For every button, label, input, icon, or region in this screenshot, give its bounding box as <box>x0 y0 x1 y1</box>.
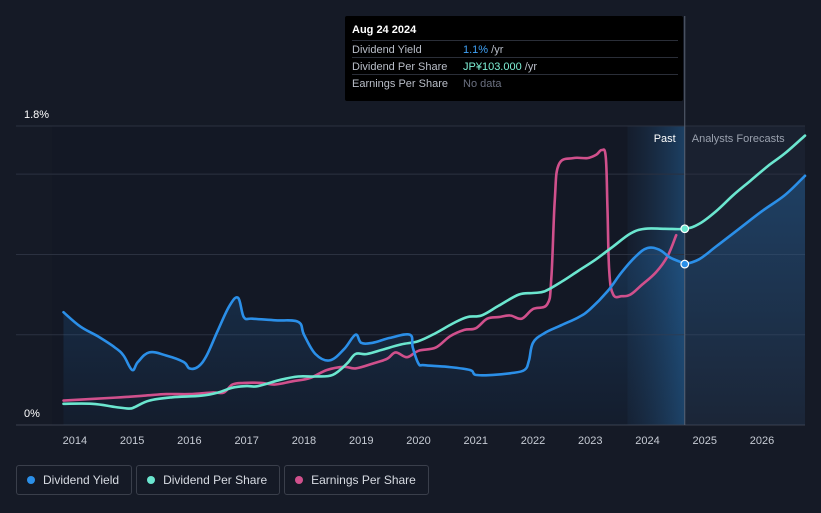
legend-label: Dividend Per Share <box>163 473 268 487</box>
series-area-dividend-yield <box>63 175 805 425</box>
series-line-dividend-per-share <box>62 134 807 410</box>
legend-dividend-per-share[interactable]: Dividend Per Share <box>136 465 281 495</box>
legend-dot-icon <box>147 476 156 484</box>
x-tick-label: 2022 <box>521 435 545 447</box>
y-tick-label: 0% <box>24 408 40 420</box>
x-tick-label: 2014 <box>63 435 87 447</box>
x-tick-label: 2026 <box>750 435 774 447</box>
legend-label: Dividend Yield <box>43 473 120 487</box>
tooltip-label: Dividend Yield <box>352 44 422 56</box>
tooltip-value: 1.1% /yr <box>463 44 504 56</box>
x-tick-label: 2019 <box>349 435 373 447</box>
forecast-label: Analysts Forecasts <box>692 133 785 145</box>
x-tick-label: 2024 <box>635 435 659 447</box>
tooltip-label: Dividend Per Share <box>352 61 448 73</box>
tooltip-row-dividend-per-share: Dividend Per Share JP¥103.000 /yr <box>352 57 678 75</box>
legend-label: Earnings Per Share <box>311 473 416 487</box>
series-line-earnings-per-share <box>62 148 678 402</box>
past-label: Past <box>654 133 676 145</box>
legend-dividend-yield[interactable]: Dividend Yield <box>16 465 133 495</box>
series-line-dividend-yield <box>62 174 807 377</box>
tooltip-value: JP¥103.000 /yr <box>463 61 537 73</box>
legend-dot-icon <box>27 476 35 484</box>
legend-earnings-per-share[interactable]: Earnings Per Share <box>284 465 429 495</box>
x-tick-label: 2021 <box>463 435 487 447</box>
tooltip-date: Aug 24 2024 <box>352 24 417 36</box>
tooltip-row-earnings-per-share: Earnings Per Share No data <box>352 74 678 92</box>
x-tick-label: 2020 <box>406 435 430 447</box>
marker-dividend-per-share <box>680 224 690 234</box>
x-tick-label: 2025 <box>693 435 717 447</box>
legend: Dividend Yield Dividend Per Share Earnin… <box>16 465 429 495</box>
x-tick-label: 2016 <box>177 435 201 447</box>
tooltip-value: No data <box>463 78 502 90</box>
tooltip-label: Earnings Per Share <box>352 78 448 90</box>
legend-dot-icon <box>295 476 304 484</box>
x-tick-label: 2023 <box>578 435 602 447</box>
y-tick-label: 1.8% <box>24 109 49 121</box>
x-tick-label: 2017 <box>234 435 258 447</box>
tooltip: Aug 24 2024 Dividend Yield 1.1% /yr Divi… <box>345 16 683 101</box>
tooltip-row-dividend-yield: Dividend Yield 1.1% /yr <box>352 40 678 58</box>
marker-dividend-yield <box>680 259 690 269</box>
x-tick-label: 2015 <box>120 435 144 447</box>
x-tick-label: 2018 <box>292 435 316 447</box>
